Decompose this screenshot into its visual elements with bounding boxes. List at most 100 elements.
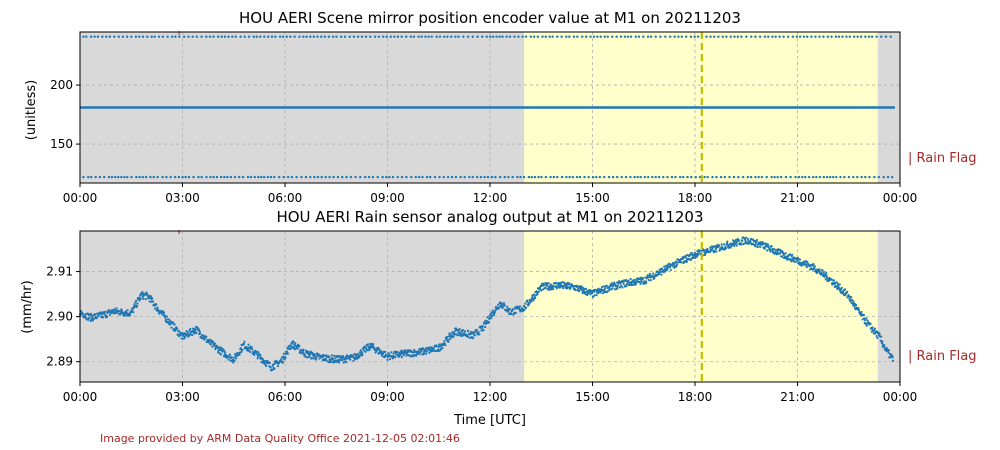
data-point [838,287,841,290]
data-point [481,326,484,330]
data-point [864,35,867,38]
data-point [767,245,770,248]
data-point [786,35,790,38]
data-point [481,324,484,328]
data-point [495,35,498,38]
data-point [446,35,449,38]
data-point [449,337,452,341]
data-point [132,311,135,314]
data-point [682,257,685,260]
data-point [715,250,718,253]
y-tick-label: 2.90 [46,310,73,324]
data-point [435,344,438,348]
data-point [331,35,335,38]
data-point [344,357,348,360]
data-point [376,348,379,352]
data-point [565,175,568,179]
data-point [231,35,234,38]
data-point [629,175,632,179]
data-point [320,175,323,179]
data-point [388,358,392,361]
data-point [757,175,760,179]
data-point [634,282,638,286]
x-tick-label: 18:00 [678,191,713,205]
data-point [409,35,413,38]
data-point [97,315,100,318]
data-point [313,353,317,357]
data-point [781,255,784,258]
data-point [255,35,258,38]
data-point [435,35,438,38]
data-point [744,240,747,243]
data-point [734,238,738,242]
data-point [98,175,102,179]
data-point [168,319,171,322]
data-point [108,35,112,38]
data-point [663,265,666,268]
data-point [566,283,569,286]
data-point [620,284,623,287]
data-point [805,35,809,38]
data-point [156,175,159,179]
data-point [117,310,121,313]
data-point [661,267,664,270]
data-point [385,35,388,38]
data-point [316,35,319,38]
data-point [197,328,200,331]
data-point [391,357,394,360]
data-point [880,335,883,338]
data-point [420,35,423,38]
data-point [839,175,842,179]
data-point [468,175,471,179]
data-point [404,35,408,38]
data-point [852,35,856,38]
data-point [113,175,117,179]
data-point [669,268,672,271]
data-point [396,350,399,354]
data-point [664,270,667,273]
data-point [227,358,230,361]
x-tick-label: 12:00 [473,191,508,205]
data-point [588,289,591,292]
data-point [323,35,327,38]
data-point [848,295,851,298]
data-point [349,358,352,361]
data-point [233,359,236,362]
data-point [572,35,576,38]
data-point [441,346,444,350]
data-point [363,175,367,179]
data-point [703,250,706,254]
data-point [378,348,381,351]
data-point [400,175,404,179]
data-point [298,345,301,348]
data-point [142,297,145,300]
data-point [873,175,876,179]
data-point [219,348,222,352]
data-point [527,175,531,179]
data-point [685,35,688,38]
data-point [818,35,821,38]
data-point [483,325,487,329]
data-point [185,330,188,333]
data-point [316,175,320,179]
data-point [333,354,336,358]
data-point [624,175,628,179]
data-point [415,354,418,357]
data-point [725,35,728,38]
data-point [637,35,641,38]
data-point [540,289,543,292]
data-point [843,175,846,179]
data-point [309,175,312,179]
data-point [487,320,490,323]
data-point [790,255,793,258]
data-point [546,284,549,287]
data-point [841,35,844,38]
data-point [541,35,544,38]
data-point [119,312,122,315]
data-point [601,292,604,295]
data-point [268,361,271,364]
data-point [427,35,430,38]
data-point [766,243,770,246]
data-point [371,175,375,179]
